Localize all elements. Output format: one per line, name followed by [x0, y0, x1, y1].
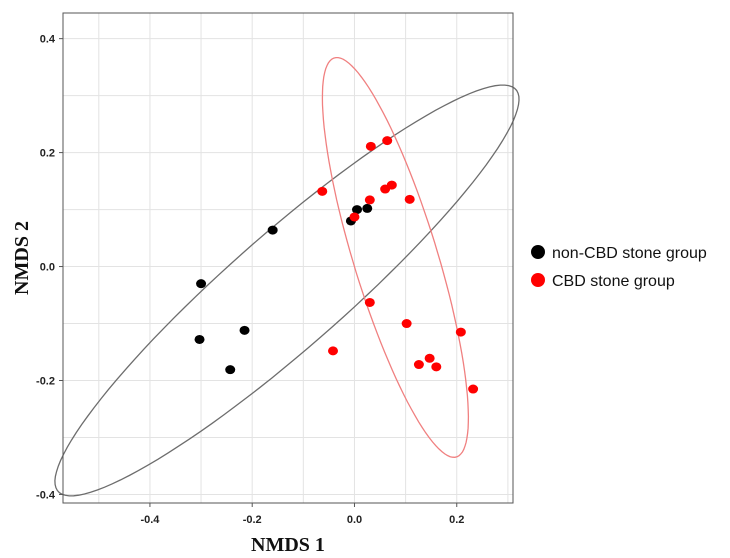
data-point-cbd [401, 319, 412, 329]
legend-label-non-cbd: non-CBD stone group [552, 245, 707, 262]
data-point-cbd [455, 327, 466, 337]
data-point-cbd [424, 353, 435, 363]
data-point-cbd [328, 346, 338, 356]
y-tick-label: -0.2 [36, 376, 55, 388]
ellipse-non-cbd-stone-group-ellipse [54, 84, 520, 497]
data-point-cbd [364, 195, 375, 205]
legend-marker-non-cbd [531, 245, 545, 259]
legend-marker-cbd [531, 273, 545, 287]
data-point-cbd [431, 362, 442, 372]
axis-ticks: -0.4 -0.2 0.0 0.2 -0.4 -0.2 0.0 0.2 0.4 [36, 34, 464, 526]
ellipse-cbd-stone-group-ellipse [321, 56, 470, 458]
data-point-cbd [365, 141, 376, 151]
legend: non-CBD stone group CBD stone group [531, 245, 707, 290]
data-points [194, 136, 479, 394]
grid-lines [63, 13, 513, 503]
data-point-non-cbd [194, 334, 205, 344]
data-point-cbd [317, 186, 328, 196]
data-point-non-cbd [362, 203, 373, 213]
y-tick-label: -0.4 [36, 489, 56, 501]
x-tick-label: -0.4 [140, 514, 160, 526]
data-point-cbd [382, 136, 393, 146]
x-tick-label: 0.2 [449, 514, 464, 526]
x-axis-title: NMDS 1 [251, 534, 325, 556]
data-point-non-cbd [239, 325, 250, 335]
data-point-non-cbd [352, 205, 363, 215]
data-point-cbd [468, 384, 479, 394]
y-tick-label: 0.0 [40, 262, 55, 274]
data-point-cbd [413, 360, 424, 370]
data-point-cbd [364, 297, 375, 307]
data-point-non-cbd [225, 365, 236, 375]
x-tick-label: -0.2 [243, 514, 262, 526]
y-axis-title: NMDS 2 [11, 221, 33, 295]
data-point-cbd [404, 194, 415, 204]
y-tick-label: 0.2 [40, 148, 55, 160]
x-tick-label: 0.0 [347, 514, 362, 526]
data-point-cbd [380, 184, 391, 194]
data-point-non-cbd [267, 225, 278, 235]
data-point-cbd [349, 212, 360, 222]
y-tick-label: 0.4 [40, 34, 56, 46]
data-point-non-cbd [196, 279, 207, 289]
confidence-ellipses [54, 56, 520, 497]
legend-label-cbd: CBD stone group [552, 273, 675, 290]
plot-frame [62, 12, 514, 504]
